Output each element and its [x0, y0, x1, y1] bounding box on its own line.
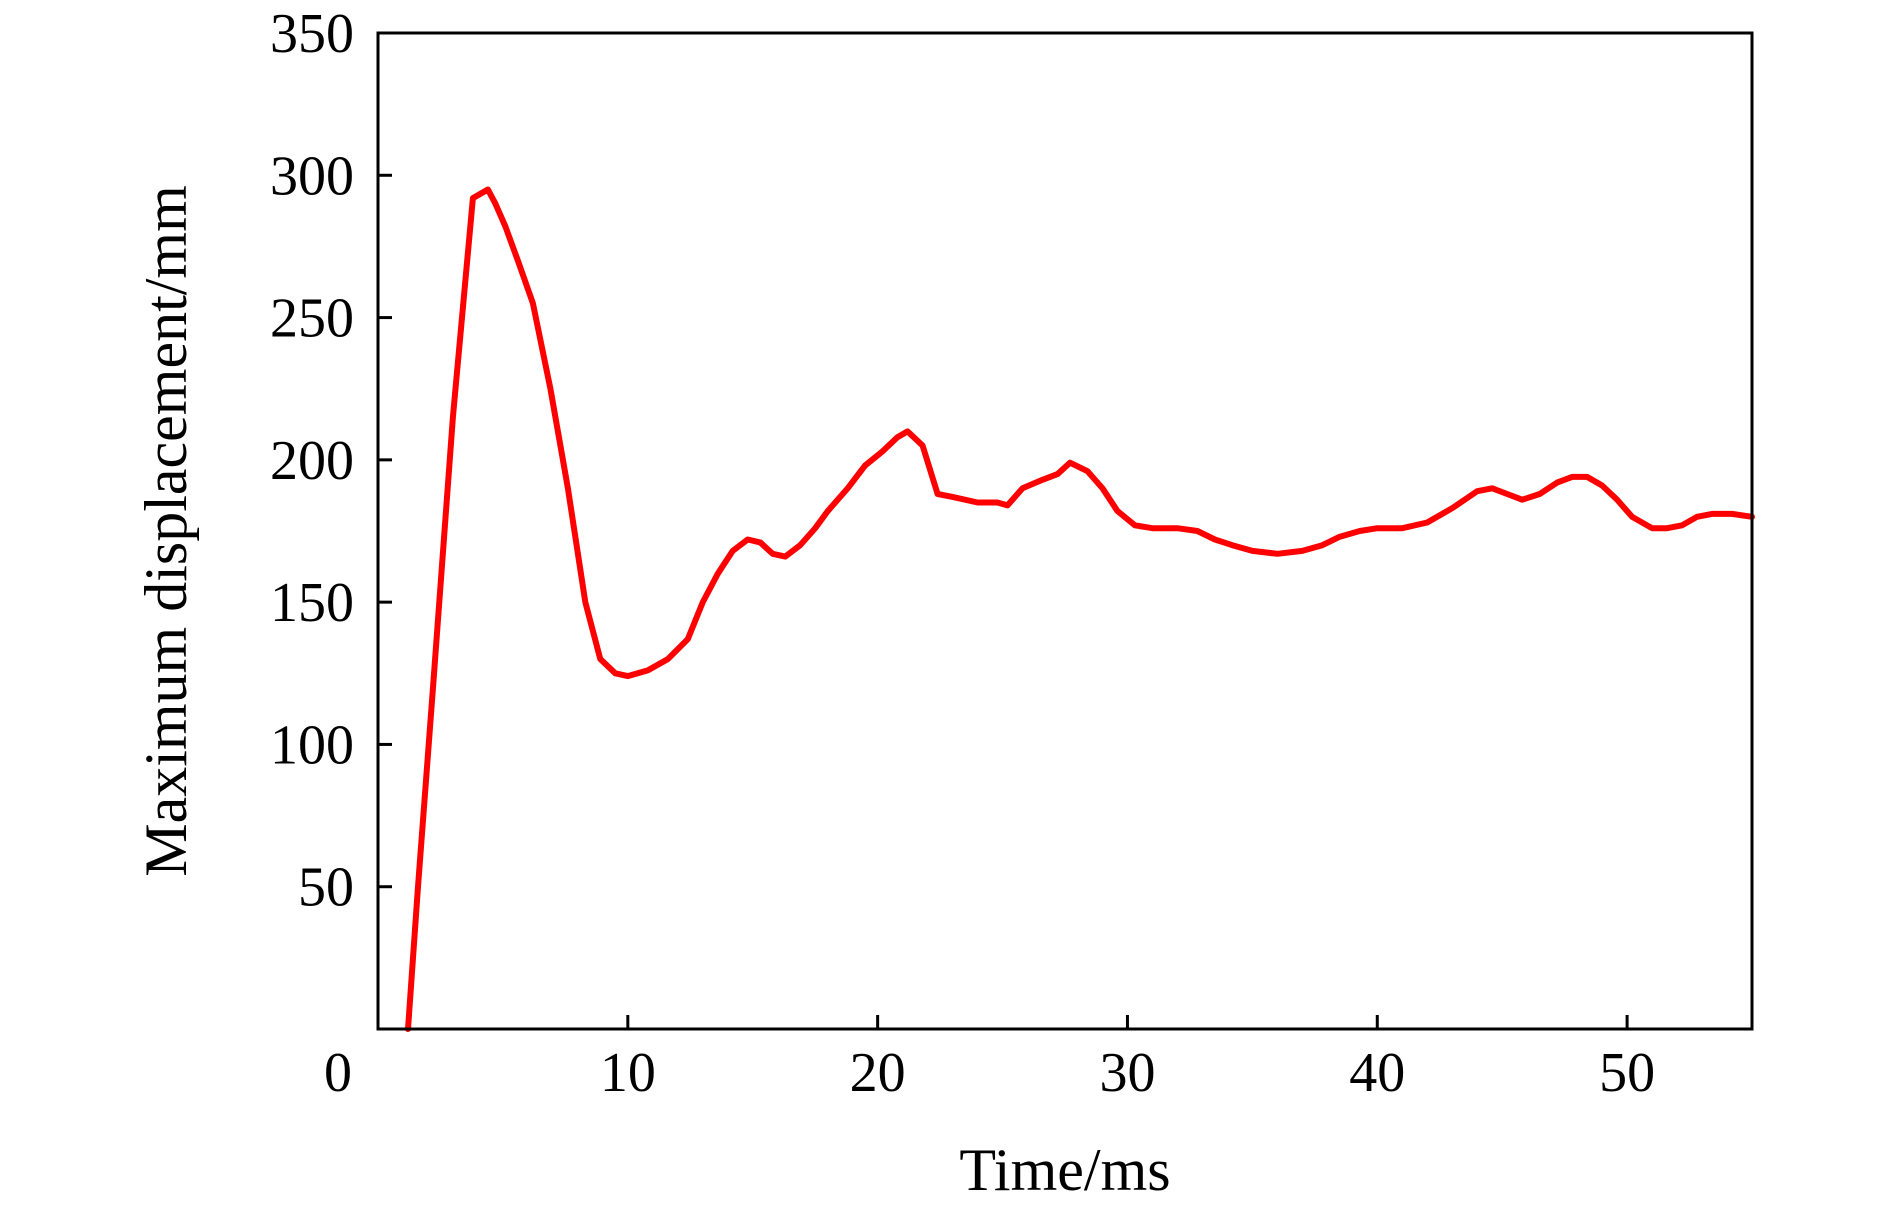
x-tick-label: 0 — [324, 1042, 352, 1104]
x-tick-label: 20 — [850, 1042, 906, 1104]
plot-frame — [376, 31, 1754, 1031]
axis-ticks — [378, 173, 1629, 1029]
x-tick-label: 40 — [1349, 1042, 1405, 1104]
x-tick-label: 10 — [600, 1042, 656, 1104]
plot-area — [405, 186, 1755, 1032]
y-tick-label: 350 — [270, 3, 354, 65]
x-tick-label: 50 — [1599, 1042, 1655, 1104]
y-tick-label: 50 — [298, 857, 354, 919]
y-tick-label: 300 — [270, 145, 354, 207]
y-tick-label: 250 — [270, 288, 354, 350]
tick-labels: 0 10 20 30 40 50 50 100 150 200 250 300 350 — [270, 3, 1655, 1104]
y-tick-label: 150 — [270, 572, 354, 634]
x-tick-label: 30 — [1099, 1042, 1155, 1104]
y-axis-title: Maximum displacement/mm — [133, 185, 199, 877]
series-line — [405, 186, 1755, 1032]
y-tick-label: 100 — [270, 714, 354, 776]
y-tick-label: 200 — [270, 430, 354, 492]
x-axis-title: Time/ms — [959, 1137, 1170, 1203]
